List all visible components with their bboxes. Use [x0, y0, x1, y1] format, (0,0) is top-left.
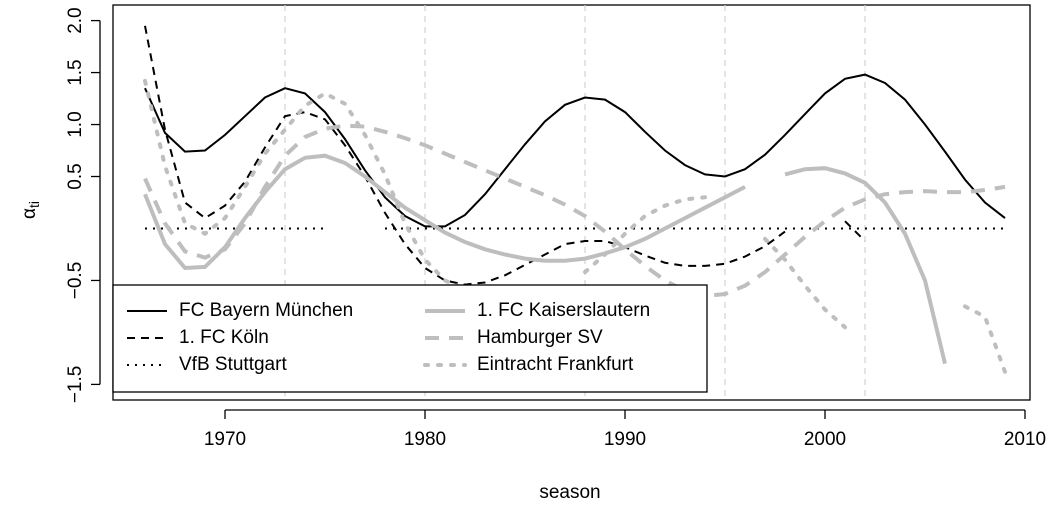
y-tick-label: 1.0 — [65, 111, 86, 137]
x-tick-label: 2010 — [1004, 429, 1046, 450]
x-tick-label: 1970 — [204, 429, 246, 450]
legend-label: FC Bayern München — [179, 300, 353, 321]
series-line — [143, 153, 947, 365]
series-line — [143, 78, 1007, 374]
legend-label: 1. FC Köln — [179, 327, 269, 348]
legend-label: 1. FC Kaiserslautern — [477, 300, 650, 321]
y-tick-label: −0.5 — [65, 262, 86, 300]
y-label-sub: ti — [26, 201, 42, 208]
x-axis-label: season — [539, 482, 600, 503]
plot-box — [112, 4, 1031, 401]
x-tick-label: 1980 — [404, 429, 446, 450]
y-tick-label: −1.5 — [65, 366, 86, 404]
x-tick-label: 2000 — [804, 429, 846, 450]
y-axis-label: αti — [19, 201, 42, 219]
legend-label: Eintracht Frankfurt — [477, 354, 634, 375]
x-tick-label: 1990 — [604, 429, 646, 450]
y-tick-label: 2.0 — [65, 7, 86, 33]
legend-box — [112, 284, 708, 393]
series-line — [143, 123, 1006, 299]
y-label-main: α — [19, 208, 40, 219]
legend-label: VfB Stuttgart — [179, 354, 287, 375]
series-line — [144, 73, 1006, 228]
series-line — [144, 25, 866, 286]
legend-label: Hamburger SV — [477, 327, 603, 348]
y-tick-label: 0.5 — [65, 163, 86, 189]
y-tick-label: 1.5 — [65, 59, 86, 85]
